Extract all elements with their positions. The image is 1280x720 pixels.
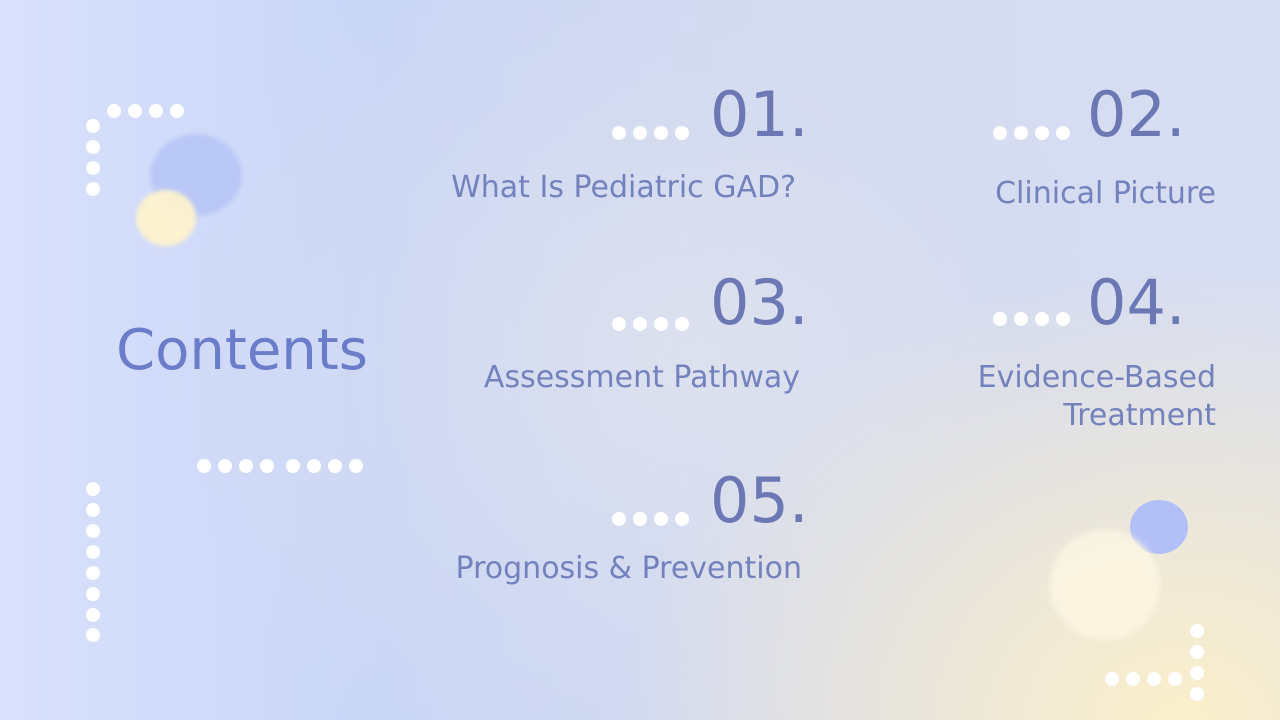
item-dots	[612, 512, 692, 526]
item-label: Clinical Picture	[995, 176, 1216, 211]
item-number: 03.	[710, 266, 809, 339]
decor-bubble-yellow	[136, 190, 196, 246]
item-number: 01.	[710, 78, 809, 151]
item-label: Evidence-Based Treatment	[977, 360, 1216, 433]
item-number: 02.	[1087, 78, 1186, 151]
item-number: 04.	[1087, 266, 1186, 339]
decor-bubble-yellow-large	[1050, 530, 1160, 640]
page-title: Contents	[116, 318, 368, 383]
item-dots	[612, 126, 692, 140]
item-dots	[993, 126, 1073, 140]
item-number: 05.	[710, 464, 809, 537]
item-dots	[612, 317, 692, 331]
item-label: Assessment Pathway	[483, 360, 800, 395]
item-label: What Is Pediatric GAD?	[451, 170, 796, 205]
item-dots	[993, 312, 1073, 326]
item-label: Prognosis & Prevention	[455, 551, 802, 586]
